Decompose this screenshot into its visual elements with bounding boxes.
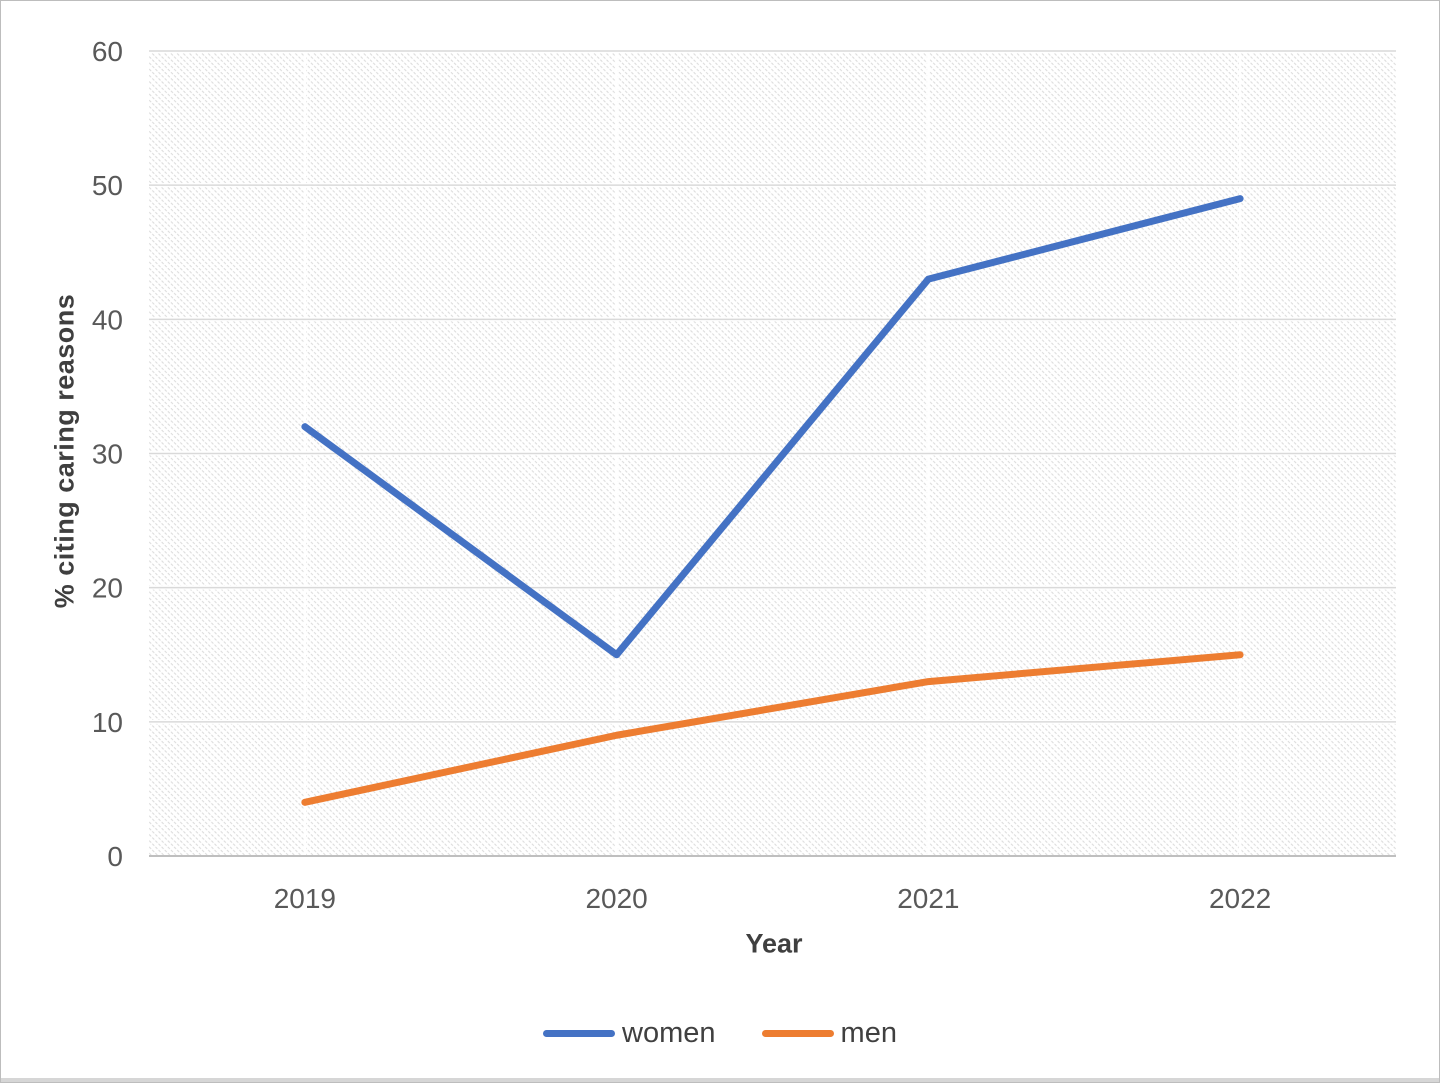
men-line-series — [301, 651, 1244, 806]
legend-label-men: men — [840, 1016, 897, 1049]
legend-label-women: women — [622, 1016, 716, 1049]
x-tick-label: 2021 — [897, 883, 959, 914]
y-tick-label: 30 — [92, 439, 123, 470]
y-axis-tick-labels: 0 10 20 30 40 50 60 — [92, 36, 123, 872]
women-line-swatch — [543, 1029, 616, 1037]
x-axis-title: Year — [745, 928, 803, 959]
horizontal-gridlines — [149, 49, 1396, 724]
x-tick-label: 2022 — [1209, 883, 1271, 914]
x-tick-label: 2020 — [585, 883, 647, 914]
y-tick-label: 60 — [92, 36, 123, 67]
x-tick-label: 2019 — [274, 883, 336, 914]
y-axis-title: % citing caring reasons — [49, 293, 80, 609]
chart-bottom-border — [1, 1078, 1439, 1082]
x-axis-tick-labels: 2019 2020 2021 2022 — [274, 883, 1272, 914]
men-line-swatch — [761, 1029, 834, 1037]
women-line-series — [301, 195, 1244, 659]
y-tick-label: 40 — [92, 304, 123, 335]
y-tick-label: 50 — [92, 170, 123, 201]
legend-item-women: women — [543, 1017, 716, 1050]
y-tick-label: 20 — [92, 573, 123, 604]
data-series-lines — [301, 195, 1244, 806]
legend-item-men: men — [761, 1016, 897, 1050]
y-tick-label: 0 — [107, 841, 123, 872]
chart-legend: women men — [1, 1009, 1439, 1057]
y-tick-label: 10 — [92, 707, 123, 738]
